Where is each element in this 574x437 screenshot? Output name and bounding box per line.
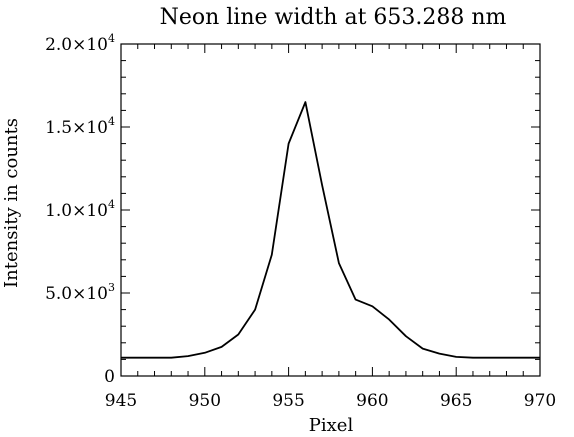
y-tick-exponent: 4 (108, 198, 115, 211)
y-tick-label: 2.0×104 (45, 32, 115, 55)
chart-title: Neon line width at 653.288 nm (160, 5, 507, 30)
plot-frame (120, 43, 541, 377)
y-tick-exponent: 4 (108, 115, 115, 128)
x-tick-label: 965 (440, 391, 472, 411)
y-tick-mantissa: 1.0×10 (45, 201, 108, 221)
x-tick-label: 945 (105, 391, 137, 411)
series-line (121, 101, 540, 359)
series-layer (121, 101, 540, 359)
y-tick-label: 0 (104, 367, 115, 387)
y-tick-exponent: 3 (108, 281, 115, 294)
y-tick-mantissa: 1.5×10 (45, 118, 108, 138)
x-axis-ticks: 945 950 955 960 965 970 (105, 44, 556, 411)
x-axis-label: Pixel (309, 415, 354, 436)
y-tick-mantissa: 0 (104, 367, 115, 387)
y-tick-label: 1.0×104 (45, 198, 115, 221)
y-tick-label: 5.0×103 (45, 281, 115, 304)
y-axis-label: Intensity in counts (1, 118, 22, 288)
x-tick-label: 950 (189, 391, 221, 411)
x-tick-label: 970 (524, 391, 556, 411)
x-tick-label: 955 (272, 391, 304, 411)
y-tick-mantissa: 5.0×10 (45, 284, 108, 304)
x-tick-label: 960 (356, 391, 388, 411)
y-tick-mantissa: 2.0×10 (45, 35, 108, 55)
y-tick-label: 1.5×104 (45, 115, 115, 138)
y-tick-exponent: 4 (108, 32, 115, 45)
